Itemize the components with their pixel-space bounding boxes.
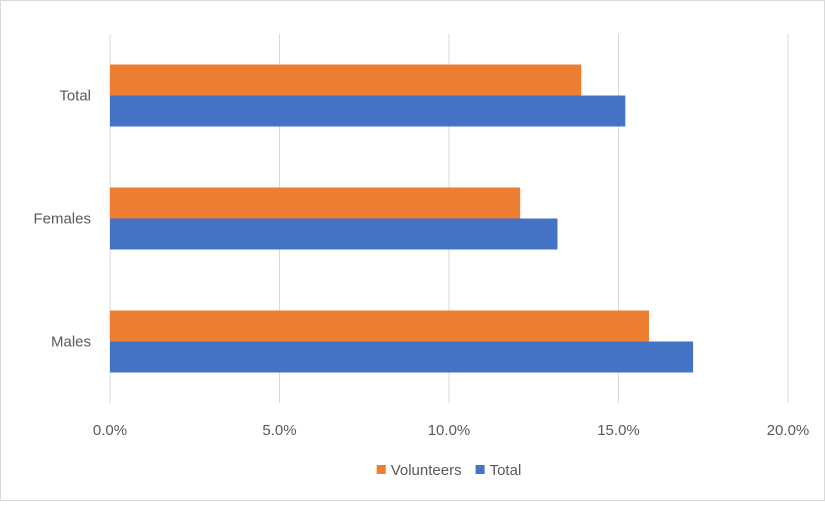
legend-label: Volunteers bbox=[391, 462, 462, 479]
bars bbox=[110, 64, 694, 373]
legend-swatch bbox=[376, 465, 386, 474]
legend: Volunteers Total bbox=[376, 462, 522, 479]
legend-item-0: Volunteers bbox=[376, 462, 462, 479]
category-label: Females bbox=[33, 211, 91, 228]
category-label: Males bbox=[51, 334, 91, 351]
bar-total-females bbox=[110, 218, 558, 250]
bar-total-males bbox=[110, 341, 694, 373]
x-tick-label: 20.0% bbox=[767, 422, 810, 439]
bar-total-total bbox=[110, 95, 626, 127]
category-label: Total bbox=[59, 88, 91, 105]
x-tick-labels: 0.0% 5.0% 10.0% 15.0% 20.0% bbox=[93, 422, 809, 439]
x-tick-label: 10.0% bbox=[428, 422, 471, 439]
category-labels: Total Females Males bbox=[33, 88, 91, 351]
x-tick-label: 0.0% bbox=[93, 422, 127, 439]
bar-volunteers-total bbox=[110, 64, 582, 96]
legend-item-1: Total bbox=[475, 462, 522, 479]
bar-volunteers-males bbox=[110, 310, 650, 342]
bar-volunteers-females bbox=[110, 187, 521, 219]
legend-label: Total bbox=[490, 462, 522, 479]
x-tick-label: 15.0% bbox=[597, 422, 640, 439]
legend-swatch bbox=[475, 465, 485, 474]
x-tick-label: 5.0% bbox=[262, 422, 296, 439]
